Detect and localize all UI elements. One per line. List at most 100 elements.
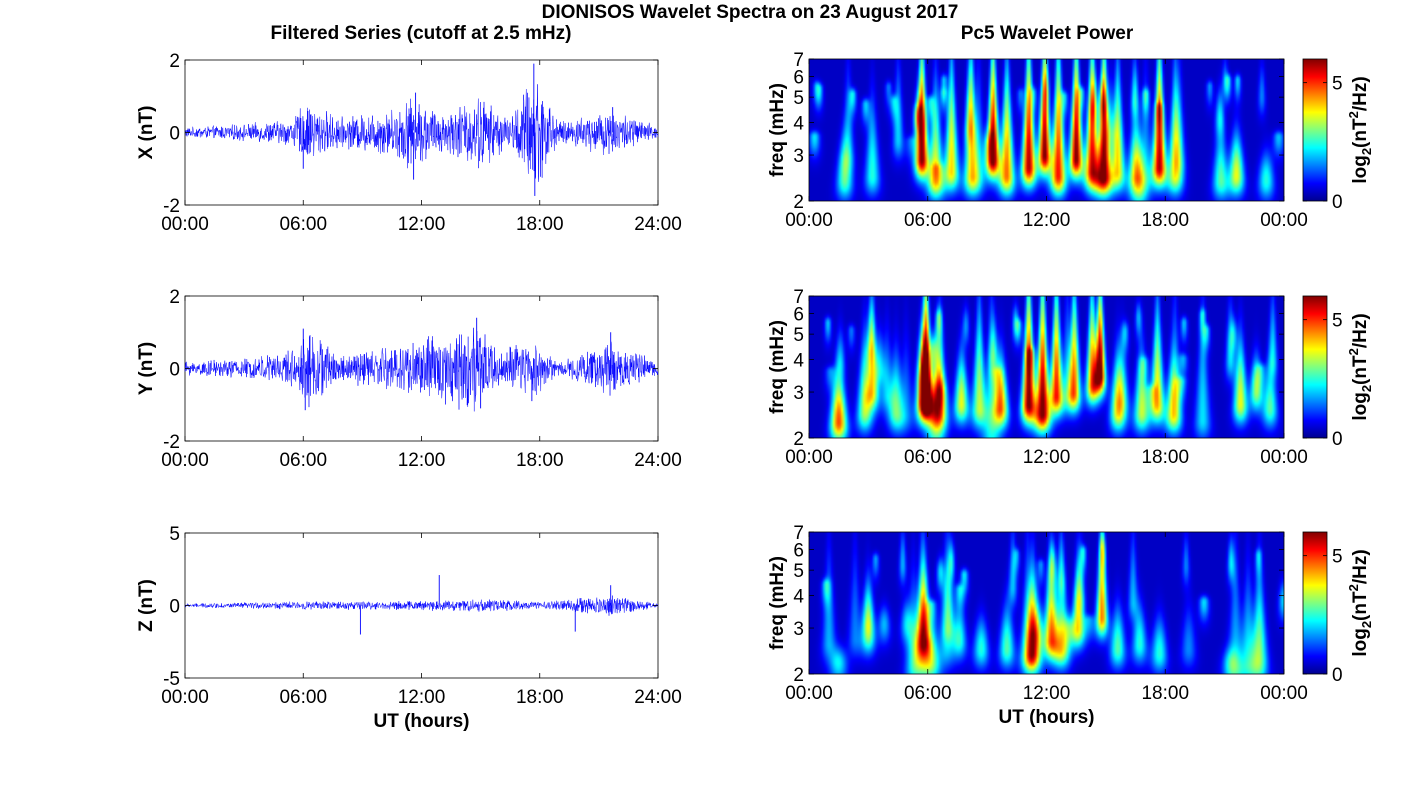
y-axis-label: freq (mHz) (767, 320, 788, 414)
colorbar-label-sup: 2 (1346, 348, 1361, 355)
y-tick-label: 6 (793, 540, 804, 561)
y-tick-label: 5 (169, 524, 180, 545)
x-tick-label: 12:00 (398, 687, 446, 708)
x-tick-label: 18:00 (1141, 683, 1189, 704)
y-axis-label: Y (nT) (136, 342, 157, 395)
x-tick-label: 12:00 (1023, 210, 1071, 231)
y-axis-label: freq (mHz) (767, 83, 788, 177)
x-tick-label: 24:00 (634, 687, 682, 708)
y-axis-label: freq (mHz) (767, 556, 788, 650)
series-panel-1: 00:00 06:00 12:00 18:00 24:00 -2 0 2 X (nT) (136, 51, 682, 235)
right-column-title: Pc5 Wavelet Power (961, 23, 1134, 44)
x-tick-label: 00:00 (1260, 447, 1308, 468)
colorbar-label: log2(nT2/Hz) (1346, 76, 1374, 183)
x-axis-label: UT (hours) (373, 711, 469, 732)
y-tick-label: 2 (169, 287, 180, 308)
x-tick-label: 00:00 (161, 687, 209, 708)
wavelet-heatmap (809, 59, 1284, 201)
colorbar (1302, 531, 1328, 675)
x-tick-label: 00:00 (1260, 683, 1308, 704)
y-tick-label: 2 (793, 429, 804, 450)
colorbar-label-sub: 2 (1359, 621, 1374, 628)
y-tick-label: 0 (169, 124, 180, 145)
colorbar-label-part: (nT (1350, 355, 1371, 385)
x-tick-label: 00:00 (161, 214, 209, 235)
colorbar (1302, 295, 1328, 439)
y-tick-label: -2 (163, 432, 180, 453)
x-tick-label: 24:00 (634, 450, 682, 471)
series-panel-3: 00:00 06:00 12:00 18:00 24:00 -5 0 5 Z (nT) UT (h… (136, 524, 682, 732)
x-tick-label: 00:00 (785, 210, 833, 231)
x-tick-label: 12:00 (398, 450, 446, 471)
y-tick-label: 4 (793, 350, 804, 371)
y-tick-label: 7 (793, 523, 804, 544)
x-tick-label: 00:00 (161, 450, 209, 471)
y-axis-label: X (nT) (136, 106, 157, 160)
colorbar-label-part: log (1350, 155, 1371, 184)
series-trace (184, 595, 659, 616)
colorbar-label-sub: 2 (1359, 148, 1374, 155)
colorbar-tick-label: 5 (1332, 74, 1343, 95)
series-trace (184, 327, 659, 412)
colorbar-label-part: log (1350, 392, 1371, 421)
x-tick-label: 06:00 (904, 210, 952, 231)
colorbar-label-part: /Hz) (1350, 76, 1371, 111)
y-tick-label: -5 (163, 669, 180, 690)
x-tick-label: 18:00 (516, 214, 564, 235)
y-tick-label: 5 (793, 561, 804, 582)
x-tick-label: 06:00 (279, 214, 327, 235)
colorbar-label-part: /Hz) (1350, 549, 1371, 584)
colorbar-tick-label: 5 (1332, 311, 1343, 332)
colorbar-label-sub: 2 (1359, 385, 1374, 392)
series-trace (184, 84, 659, 182)
y-tick-label: 7 (793, 287, 804, 308)
x-tick-label: 06:00 (279, 687, 327, 708)
y-tick-label: 2 (169, 51, 180, 72)
colorbar-label-sup: 2 (1346, 111, 1361, 118)
y-tick-label: 3 (793, 619, 804, 640)
x-tick-label: 12:00 (1023, 683, 1071, 704)
wavelet-heatmap (809, 296, 1284, 438)
y-tick-label: 4 (793, 113, 804, 134)
y-axis-label: Z (nT) (136, 579, 157, 632)
colorbar-label-part: (nT (1350, 118, 1371, 148)
y-tick-label: -2 (163, 196, 180, 217)
y-tick-label: 5 (793, 325, 804, 346)
colorbar-tick-label: 0 (1332, 429, 1343, 450)
x-tick-label: 12:00 (398, 214, 446, 235)
x-tick-label: 00:00 (785, 447, 833, 468)
colorbar-label: log2(nT2/Hz) (1346, 313, 1374, 420)
y-tick-label: 0 (169, 597, 180, 618)
colorbar-tick-label: 5 (1332, 547, 1343, 568)
colorbar-label-part: /Hz) (1350, 313, 1371, 348)
y-tick-label: 6 (793, 67, 804, 88)
colorbar-label-part: log (1350, 628, 1371, 657)
x-tick-label: 18:00 (516, 450, 564, 471)
colorbar (1302, 58, 1328, 202)
wavelet-heatmap (809, 532, 1284, 674)
colorbar-tick-label: 0 (1332, 192, 1343, 213)
colorbar-label-sup: 2 (1346, 584, 1361, 591)
y-tick-label: 3 (793, 383, 804, 404)
y-tick-label: 2 (793, 192, 804, 213)
y-tick-label: 3 (793, 146, 804, 167)
y-tick-label: 5 (793, 88, 804, 109)
x-tick-label: 00:00 (1260, 210, 1308, 231)
x-tick-label: 18:00 (1141, 210, 1189, 231)
x-tick-label: 06:00 (904, 447, 952, 468)
x-axis-label: UT (hours) (998, 707, 1094, 728)
x-tick-label: 06:00 (904, 683, 952, 704)
x-tick-label: 24:00 (634, 214, 682, 235)
left-column-title: Filtered Series (cutoff at 2.5 mHz) (271, 23, 572, 44)
series-panel-2: 00:00 06:00 12:00 18:00 24:00 -2 0 2 Y (nT) (136, 287, 682, 471)
x-tick-label: 00:00 (785, 683, 833, 704)
x-tick-label: 06:00 (279, 450, 327, 471)
x-tick-label: 12:00 (1023, 447, 1071, 468)
y-tick-label: 7 (793, 50, 804, 71)
y-tick-label: 4 (793, 586, 804, 607)
